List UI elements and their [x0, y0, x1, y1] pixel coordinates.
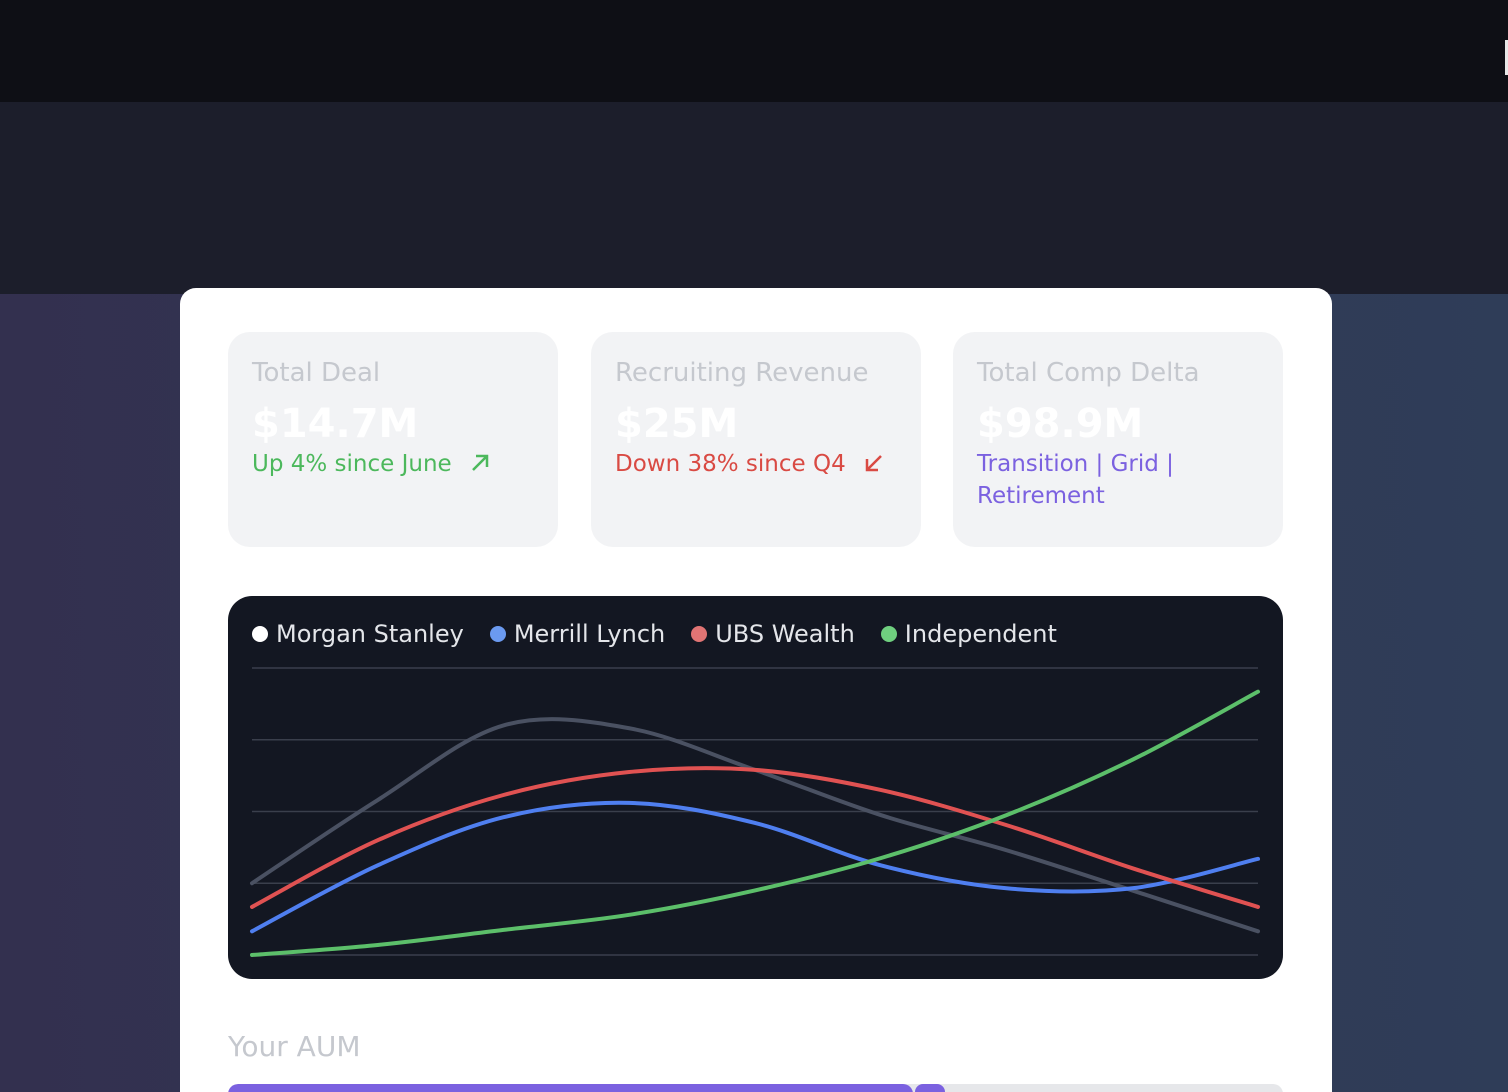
- legend-label: Independent: [904, 620, 1057, 648]
- aum-progress-knob[interactable]: [915, 1084, 945, 1092]
- legend-label: UBS Wealth: [715, 620, 855, 648]
- aum-label: Your AUM: [228, 1030, 361, 1063]
- up-arrow-icon: [472, 454, 489, 471]
- stat-value: $25M: [615, 401, 739, 447]
- stat-value: $14.7M: [252, 401, 419, 447]
- legend-marker: [252, 626, 268, 642]
- stat-value: $98.9M: [977, 401, 1144, 447]
- stat-change: Up 4% since June: [252, 448, 534, 480]
- legend-item: UBS Wealth: [691, 620, 855, 648]
- top-bar: [0, 0, 1508, 102]
- stat-change-text: Up 4% since June: [252, 451, 452, 477]
- series-line: [250, 766, 1260, 909]
- series-line: [250, 689, 1260, 957]
- hero-band: [0, 102, 1508, 294]
- legend-marker: [489, 626, 506, 642]
- stat-title: Total Deal: [252, 358, 381, 388]
- stat-title: Total Comp Delta: [977, 358, 1200, 388]
- top-bar-edge: [1505, 40, 1508, 75]
- legend-item: Merrill Lynch: [489, 620, 666, 648]
- stat-change: Transition | Grid | Retirement: [977, 451, 1174, 509]
- legend-marker: [880, 626, 897, 642]
- stat-change: Down 38% since Q4: [615, 448, 897, 480]
- content-card: Total Deal $14.7M Up 4% since June Recru…: [180, 288, 1332, 1092]
- aum-progress-fill: [228, 1084, 913, 1092]
- stat-change-text: Down 38% since Q4: [615, 451, 846, 477]
- stat-title: Recruiting Revenue: [615, 358, 869, 388]
- down-arrow-icon: [865, 455, 882, 472]
- legend-item: Morgan Stanley: [252, 620, 464, 648]
- stat-card: Recruiting Revenue $25M Down 38% since Q…: [591, 332, 921, 547]
- legend: Morgan Stanley Merrill Lynch UBS Wealth Ind…: [252, 620, 1057, 648]
- legend-marker: [691, 626, 708, 642]
- stat-card: Total Comp Delta $98.9M Transition | Gri…: [953, 332, 1283, 547]
- series-line: [250, 800, 1260, 934]
- legend-label: Merrill Lynch: [513, 620, 666, 648]
- series-line: [250, 717, 1260, 934]
- legend-label: Morgan Stanley: [276, 620, 464, 648]
- chart: [250, 667, 1260, 957]
- legend-item: Independent: [880, 620, 1057, 648]
- chart-panel: Morgan Stanley Merrill Lynch UBS Wealth Ind…: [228, 596, 1283, 979]
- stat-card: Total Deal $14.7M Up 4% since June: [228, 332, 558, 547]
- aum-progress: [228, 1084, 1283, 1092]
